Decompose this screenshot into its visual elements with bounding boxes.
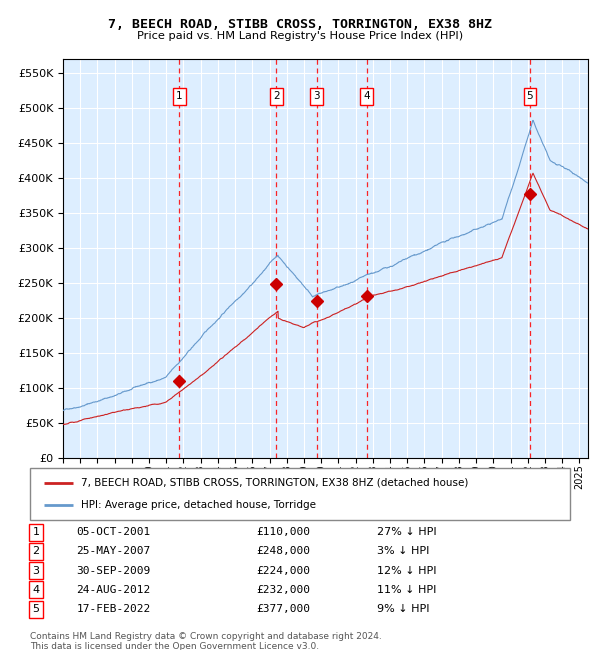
Text: 4: 4	[364, 92, 370, 101]
Text: 27% ↓ HPI: 27% ↓ HPI	[377, 527, 437, 537]
Text: £377,000: £377,000	[256, 604, 310, 614]
Text: 24-AUG-2012: 24-AUG-2012	[76, 585, 151, 595]
Text: £224,000: £224,000	[256, 566, 310, 576]
Text: 5: 5	[32, 604, 40, 614]
Text: 2: 2	[32, 547, 40, 556]
Text: 2: 2	[273, 92, 280, 101]
Text: 7, BEECH ROAD, STIBB CROSS, TORRINGTON, EX38 8HZ (detached house): 7, BEECH ROAD, STIBB CROSS, TORRINGTON, …	[82, 478, 469, 488]
Text: 30-SEP-2009: 30-SEP-2009	[76, 566, 151, 576]
FancyBboxPatch shape	[30, 468, 570, 520]
Text: 3: 3	[32, 566, 40, 576]
Text: 7, BEECH ROAD, STIBB CROSS, TORRINGTON, EX38 8HZ: 7, BEECH ROAD, STIBB CROSS, TORRINGTON, …	[108, 18, 492, 31]
Text: 9% ↓ HPI: 9% ↓ HPI	[377, 604, 430, 614]
Text: £248,000: £248,000	[256, 547, 310, 556]
Text: 25-MAY-2007: 25-MAY-2007	[76, 547, 151, 556]
Text: 3% ↓ HPI: 3% ↓ HPI	[377, 547, 430, 556]
Text: 05-OCT-2001: 05-OCT-2001	[76, 527, 151, 537]
Text: 1: 1	[32, 527, 40, 537]
Text: £110,000: £110,000	[256, 527, 310, 537]
Text: 12% ↓ HPI: 12% ↓ HPI	[377, 566, 437, 576]
Text: HPI: Average price, detached house, Torridge: HPI: Average price, detached house, Torr…	[82, 500, 316, 510]
Text: Price paid vs. HM Land Registry's House Price Index (HPI): Price paid vs. HM Land Registry's House …	[137, 31, 463, 41]
Text: 5: 5	[527, 92, 533, 101]
Text: 11% ↓ HPI: 11% ↓ HPI	[377, 585, 437, 595]
Text: Contains HM Land Registry data © Crown copyright and database right 2024.
This d: Contains HM Land Registry data © Crown c…	[30, 632, 382, 650]
Text: 1: 1	[176, 92, 182, 101]
Text: £232,000: £232,000	[256, 585, 310, 595]
Text: 17-FEB-2022: 17-FEB-2022	[76, 604, 151, 614]
Text: 3: 3	[314, 92, 320, 101]
Text: 4: 4	[32, 585, 40, 595]
